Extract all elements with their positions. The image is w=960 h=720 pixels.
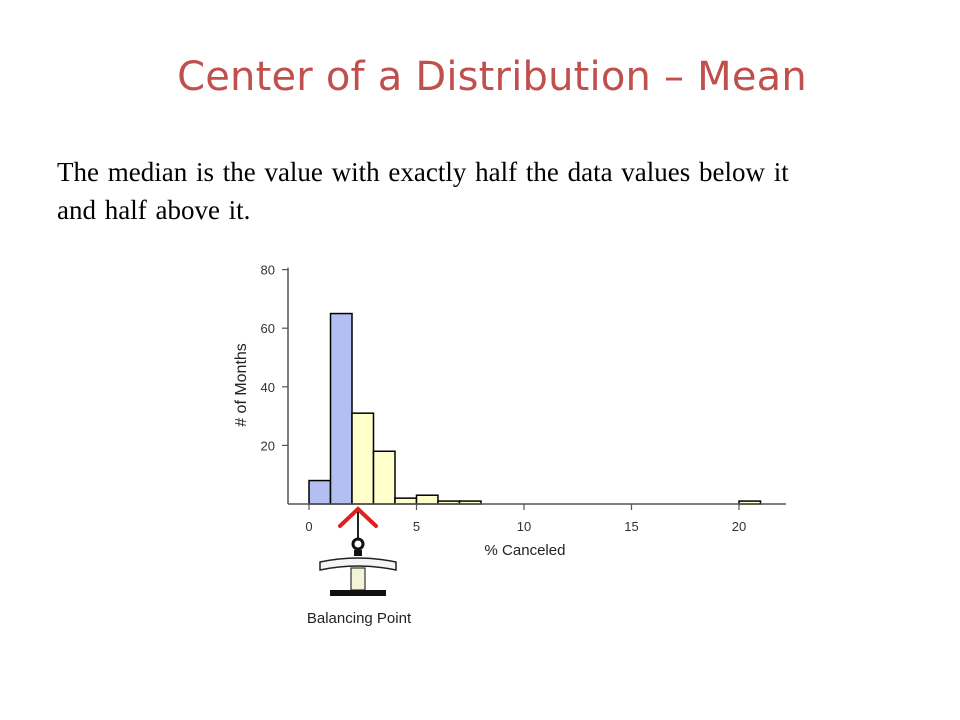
fulcrum-marker [338, 506, 378, 528]
slide-body-text: The median is the value with exactly hal… [57, 157, 789, 225]
axes-layer [287, 267, 786, 505]
x-tick-label: 20 [732, 519, 746, 534]
histogram-bar [415, 494, 439, 505]
scale-pivot [351, 537, 365, 551]
balance-marker [319, 506, 397, 596]
y-tick-label: 80 [261, 263, 275, 278]
x-axis-label: % Canceled [485, 542, 566, 559]
histogram-bar [329, 312, 353, 505]
slide-title: Center of a Distribution – Mean [177, 54, 807, 100]
x-tick-label: 5 [413, 519, 420, 534]
histogram-bar [372, 450, 396, 505]
scale-neck [354, 550, 362, 556]
bars-layer [308, 312, 762, 505]
histogram-bar [351, 412, 375, 505]
histogram-bar [394, 497, 418, 505]
scale-dial [319, 557, 397, 571]
histogram-bar [308, 479, 332, 505]
y-tick-label: 20 [261, 438, 275, 453]
y-tick-label: 40 [261, 380, 275, 395]
x-tick-label: 10 [517, 519, 531, 534]
scale-base [330, 590, 386, 596]
x-tick-label: 0 [305, 519, 312, 534]
y-axis-label: # of Months [233, 343, 250, 427]
y-tick-label: 60 [261, 321, 275, 336]
scale-column [350, 567, 366, 591]
balance-point-label: Balancing Point [307, 610, 412, 627]
x-tick-label: 15 [624, 519, 638, 534]
ticks-layer: 20 40 60 80 0 5 10 15 20 [261, 263, 747, 534]
